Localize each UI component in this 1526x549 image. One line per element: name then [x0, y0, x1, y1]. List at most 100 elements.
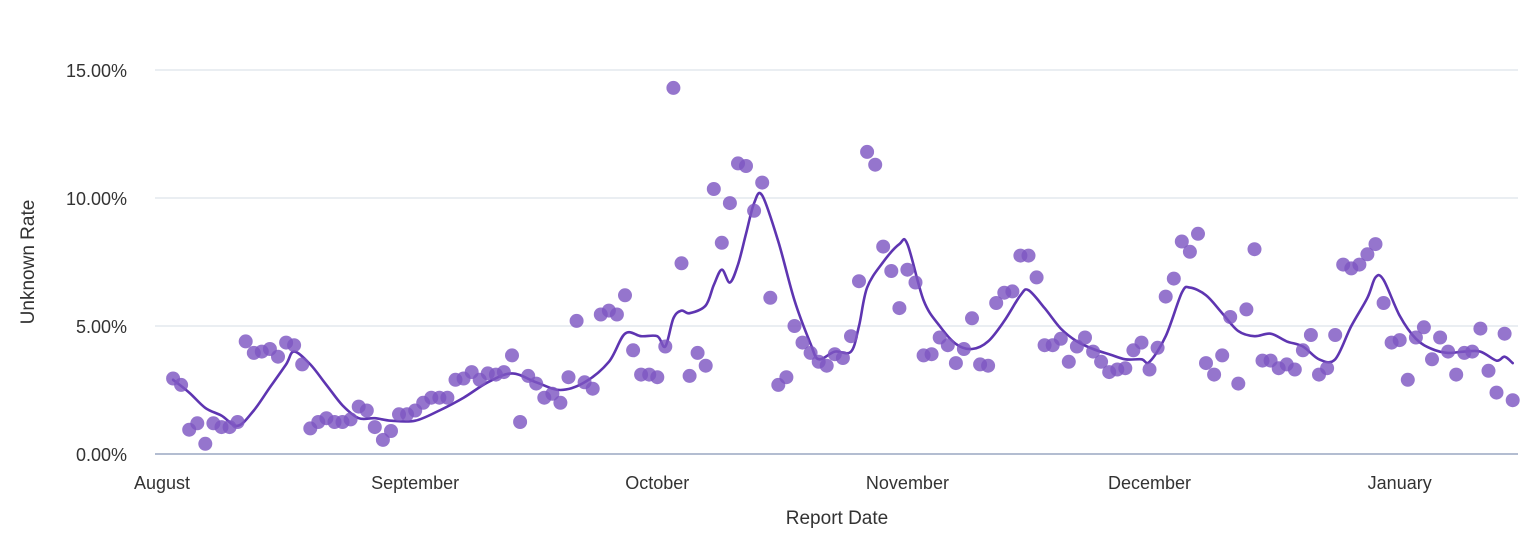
data-point[interactable]	[1449, 367, 1464, 382]
data-point[interactable]	[343, 412, 358, 427]
data-point[interactable]	[690, 345, 705, 360]
data-point[interactable]	[1425, 352, 1439, 367]
data-point[interactable]	[1295, 343, 1310, 358]
data-point[interactable]	[803, 345, 818, 360]
data-point[interactable]	[981, 358, 996, 373]
data-point[interactable]	[230, 415, 245, 429]
data-point[interactable]	[1408, 330, 1423, 345]
data-point[interactable]	[359, 403, 374, 418]
data-point[interactable]	[763, 290, 778, 305]
data-point[interactable]	[1360, 247, 1375, 262]
data-point[interactable]	[1215, 348, 1230, 363]
data-point[interactable]	[238, 334, 253, 349]
data-point[interactable]	[1489, 385, 1504, 400]
data-point[interactable]	[860, 144, 875, 159]
data-point[interactable]	[1328, 328, 1343, 342]
data-point[interactable]	[1465, 344, 1480, 359]
data-point[interactable]	[722, 196, 737, 211]
data-point[interactable]	[956, 342, 971, 356]
data-point[interactable]	[569, 313, 584, 328]
data-point[interactable]	[755, 175, 770, 190]
data-point[interactable]	[819, 358, 834, 373]
data-point[interactable]	[706, 182, 721, 196]
data-point[interactable]	[1473, 321, 1488, 336]
data-point[interactable]	[585, 381, 600, 396]
data-point[interactable]	[1368, 237, 1383, 252]
data-point[interactable]	[1303, 328, 1318, 342]
data-point[interactable]	[496, 365, 511, 380]
data-point[interactable]	[1400, 372, 1415, 387]
data-point[interactable]	[844, 329, 858, 344]
data-point[interactable]	[924, 347, 939, 362]
data-point[interactable]	[682, 368, 697, 383]
data-point[interactable]	[618, 288, 632, 303]
data-point[interactable]	[779, 370, 794, 385]
data-point[interactable]	[295, 357, 310, 372]
data-point[interactable]	[835, 351, 850, 365]
data-point[interactable]	[1352, 257, 1367, 272]
data-point[interactable]	[666, 80, 681, 95]
data-point[interactable]	[1481, 363, 1496, 378]
data-point[interactable]	[287, 338, 302, 353]
data-point[interactable]	[1223, 310, 1238, 324]
data-point[interactable]	[900, 262, 915, 277]
data-point[interactable]	[747, 203, 762, 218]
data-point[interactable]	[1150, 340, 1165, 355]
data-point[interactable]	[674, 256, 689, 271]
data-point[interactable]	[908, 275, 923, 290]
data-point[interactable]	[1207, 367, 1222, 382]
data-point[interactable]	[271, 349, 285, 364]
data-point[interactable]	[852, 274, 866, 289]
data-point[interactable]	[375, 432, 390, 447]
data-point[interactable]	[1231, 376, 1246, 391]
data-point[interactable]	[545, 386, 560, 401]
data-point[interactable]	[739, 159, 753, 173]
data-point[interactable]	[868, 157, 883, 172]
data-point[interactable]	[1287, 362, 1302, 377]
data-point[interactable]	[1392, 333, 1407, 348]
data-point[interactable]	[626, 343, 641, 358]
data-point[interactable]	[1191, 226, 1205, 241]
data-point[interactable]	[440, 390, 455, 405]
data-point[interactable]	[1134, 335, 1149, 350]
data-point[interactable]	[190, 416, 205, 431]
data-point[interactable]	[1416, 320, 1431, 335]
data-point[interactable]	[1320, 361, 1335, 376]
data-point[interactable]	[1239, 302, 1254, 317]
data-point[interactable]	[1069, 339, 1084, 354]
data-point[interactable]	[553, 395, 568, 410]
data-point[interactable]	[198, 436, 213, 451]
data-point[interactable]	[892, 301, 907, 316]
data-point[interactable]	[658, 339, 673, 354]
data-point[interactable]	[513, 415, 528, 429]
data-point[interactable]	[1247, 242, 1262, 257]
data-point[interactable]	[1199, 356, 1213, 371]
data-point[interactable]	[884, 264, 899, 278]
data-point[interactable]	[384, 424, 398, 438]
data-point[interactable]	[714, 235, 729, 250]
data-point[interactable]	[529, 376, 544, 391]
data-point[interactable]	[698, 358, 713, 373]
data-point[interactable]	[787, 319, 802, 333]
data-point[interactable]	[1142, 362, 1157, 377]
data-point[interactable]	[367, 420, 382, 435]
data-point[interactable]	[1505, 393, 1520, 408]
data-point[interactable]	[1118, 361, 1133, 376]
data-point[interactable]	[1441, 344, 1456, 359]
data-point[interactable]	[1086, 344, 1101, 359]
data-point[interactable]	[948, 356, 963, 371]
data-point[interactable]	[1029, 270, 1044, 285]
data-point[interactable]	[795, 335, 810, 350]
data-point[interactable]	[1376, 296, 1391, 310]
data-point[interactable]	[1061, 354, 1076, 369]
data-point[interactable]	[1094, 354, 1109, 369]
data-point[interactable]	[1182, 244, 1197, 259]
data-point[interactable]	[1433, 330, 1448, 345]
data-point[interactable]	[1005, 284, 1020, 299]
data-point[interactable]	[1053, 331, 1068, 346]
data-point[interactable]	[650, 370, 665, 385]
data-point[interactable]	[876, 239, 891, 254]
data-point[interactable]	[1497, 326, 1512, 341]
data-point[interactable]	[940, 338, 955, 353]
data-point[interactable]	[1078, 330, 1092, 345]
